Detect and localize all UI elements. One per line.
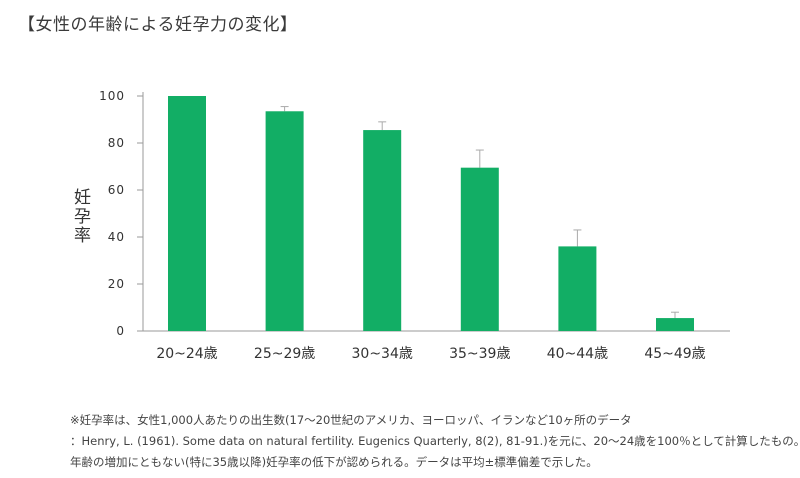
y-tick-label: 80 bbox=[108, 136, 125, 150]
bar bbox=[168, 96, 206, 331]
footnote-line-2: ：Henry, L. (1961). Some data on natural … bbox=[70, 434, 800, 448]
y-tick-label: 100 bbox=[99, 89, 125, 103]
y-axis-label: 妊孕率 bbox=[70, 188, 91, 245]
footnote-line-3: 年齢の増加にともない(特に35歳以降)妊孕率の低下が認められる。データは平均±標… bbox=[70, 455, 598, 469]
x-tick-label: 20~24歳 bbox=[156, 346, 217, 362]
bar-chart: 0 20 40 60 80 100 妊孕率 20~24歳 25~29歳 30~34歳 35~39歳 4… bbox=[70, 89, 730, 362]
y-tick-label: 60 bbox=[108, 183, 125, 197]
bar bbox=[558, 246, 597, 331]
x-tick-label: 35~39歳 bbox=[449, 346, 510, 362]
x-tick-label: 45~49歳 bbox=[644, 346, 705, 362]
bar bbox=[460, 167, 499, 331]
y-tick-label: 40 bbox=[108, 230, 125, 244]
x-tick-label: 25~29歳 bbox=[254, 346, 315, 362]
x-tick-label: 30~34歳 bbox=[352, 346, 413, 362]
x-tick-label: 40~44歳 bbox=[547, 346, 608, 362]
y-tick-label: 20 bbox=[108, 277, 125, 291]
bar bbox=[656, 318, 694, 331]
footnote-line-1: ※妊孕率は、女性1,000人あたりの出生数(17〜20世紀のアメリカ、ヨーロッパ… bbox=[70, 413, 632, 427]
bar bbox=[363, 130, 402, 331]
bar bbox=[265, 111, 304, 332]
y-tick-label: 0 bbox=[116, 324, 125, 338]
footnotes: ※妊孕率は、女性1,000人あたりの出生数(17〜20世紀のアメリカ、ヨーロッパ… bbox=[70, 410, 800, 473]
chart-title: 【女性の年齢による妊孕力の変化】 bbox=[18, 15, 298, 35]
